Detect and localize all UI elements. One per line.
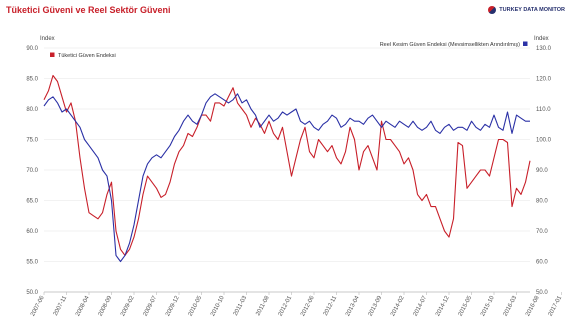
x-tick-label: 2014-12 (435, 295, 451, 318)
x-tick-label: 2014-02 (390, 295, 406, 318)
right-axis-label: Index (534, 36, 549, 42)
real-sector-confidence-line (43, 93, 530, 263)
right-tick-label: 50.0 (536, 290, 548, 296)
left-tick-label: 50.0 (26, 290, 38, 296)
legend: Tüketici Güven Endeksi Reel Kesim Güven E… (50, 41, 528, 59)
right-tick-label: 90.0 (536, 168, 548, 174)
x-tick-label: 2013-04 (345, 295, 361, 318)
x-tick-label: 2014-07 (413, 295, 429, 318)
legend-label-consumer: Tüketici Güven Endeksi (58, 53, 116, 59)
left-tick-label: 85.0 (26, 77, 38, 83)
right-tick-label: 120.0 (536, 77, 552, 83)
x-tick-label: 2013-09 (368, 295, 384, 318)
left-tick-label: 90.0 (26, 46, 38, 52)
right-tick-label: 130.0 (536, 46, 552, 52)
x-tick-label: 2009-02 (120, 295, 136, 318)
legend-label-real-sector: Reel Kesim Güven Endeksi (Mevsimsellikte… (380, 42, 520, 48)
x-tick-label: 2007-06 (30, 295, 46, 318)
x-tick-label: 2015-05 (458, 295, 474, 318)
left-tick-label: 75.0 (26, 138, 38, 144)
x-tick-label: 2012-01 (278, 295, 294, 318)
grid-lines (44, 47, 530, 293)
right-tick-label: 110.0 (536, 107, 551, 113)
x-tick-label: 2008-04 (75, 295, 91, 318)
x-tick-label: 2010-10 (210, 295, 226, 318)
right-tick-label: 70.0 (536, 229, 548, 235)
x-tick-label: 2017-01 (548, 295, 564, 318)
legend-swatch-consumer (50, 52, 55, 57)
right-tick-label: 60.0 (536, 260, 548, 266)
x-axis-ticks: 2007-06 2007-11 2008-04 2008-09 2009-02 2009-… (30, 292, 564, 318)
left-axis-ticks: 50.0 55.0 60.0 65.0 70.0 75.0 80.0 85.0 90.0 (26, 46, 38, 296)
x-tick-label: 2016-08 (525, 295, 541, 318)
x-tick-label: 2009-12 (165, 295, 181, 318)
x-tick-label: 2015-10 (480, 295, 496, 318)
series-lines (43, 74, 531, 263)
left-axis-label: Index (40, 36, 55, 42)
x-tick-label: 2012-11 (323, 295, 339, 317)
x-tick-label: 2011-03 (233, 295, 249, 317)
x-tick-label: 2012-06 (300, 295, 316, 318)
left-tick-label: 55.0 (26, 260, 38, 266)
x-tick-label: 2008-09 (98, 295, 114, 318)
left-tick-label: 65.0 (26, 199, 38, 205)
axis-labels: Index Index (40, 36, 549, 42)
x-tick-label: 2007-11 (53, 295, 69, 317)
x-tick-label: 2011-08 (255, 295, 271, 317)
right-tick-label: 100.0 (536, 138, 552, 144)
left-tick-label: 80.0 (26, 107, 38, 113)
consumer-confidence-line (43, 74, 531, 256)
x-tick-label: 2009-07 (143, 295, 159, 318)
x-tick-label: 2016-03 (503, 295, 519, 318)
x-tick-label: 2010-05 (188, 295, 204, 318)
brand-logo: TURKEY DATA MONITOR (488, 6, 565, 14)
right-tick-label: 80.0 (536, 199, 548, 205)
right-axis-ticks: 50.0 60.0 70.0 80.0 90.0 100.0 110.0 120.0 130.0 (536, 46, 552, 296)
legend-swatch-real-sector (523, 41, 528, 46)
brand-name: TURKEY DATA MONITOR (499, 7, 565, 13)
chart-title: Tüketici Güveni ve Reel Sektör Güveni (6, 5, 171, 15)
left-tick-label: 60.0 (26, 229, 38, 235)
left-tick-label: 70.0 (26, 168, 38, 174)
globe-icon (488, 6, 497, 14)
